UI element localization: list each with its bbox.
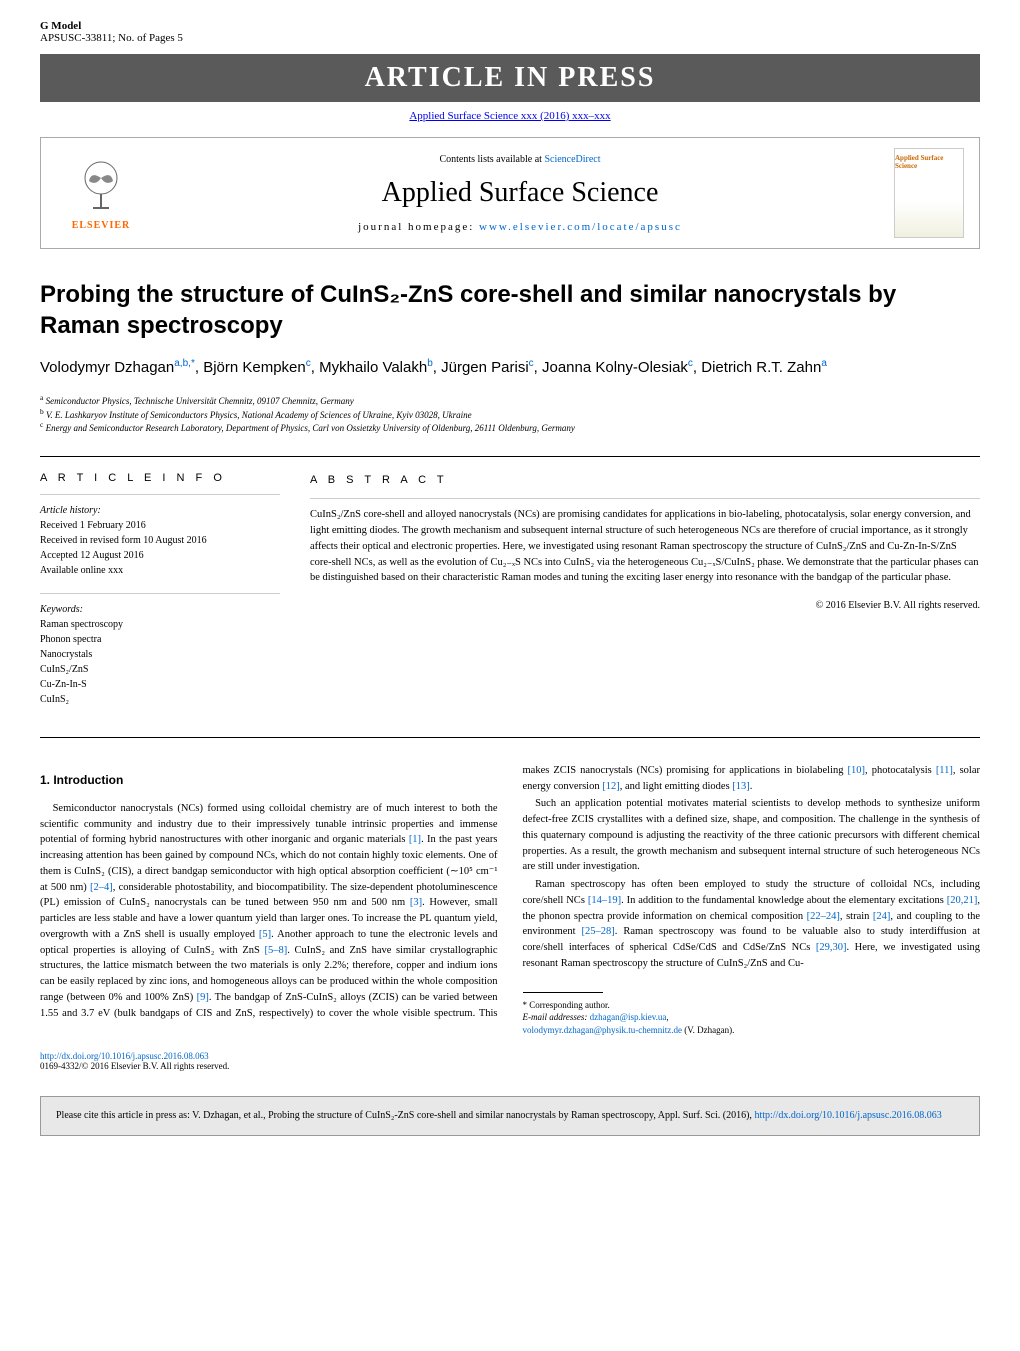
affiliations: a Semiconductor Physics, Technische Univ… — [40, 395, 980, 436]
ref-link[interactable]: [13] — [732, 781, 750, 792]
keyword: Cu-Zn-In-S — [40, 677, 280, 692]
abstract-text: CuInS₂/ZnS core-shell and alloyed nanocr… — [310, 507, 980, 586]
journal-ref-link[interactable]: Applied Surface Science xxx (2016) xxx–x… — [409, 110, 610, 122]
info-heading: a r t i c l e i n f o — [40, 472, 280, 484]
author: Björn Kempkenc — [203, 359, 311, 376]
footnote-separator — [523, 992, 603, 993]
history-label: Article history: — [40, 503, 280, 518]
ref-link[interactable]: [12] — [602, 781, 620, 792]
doi-block: http://dx.doi.org/10.1016/j.apsusc.2016.… — [40, 1051, 980, 1071]
g-model-label: G Model — [40, 20, 183, 32]
elsevier-name: ELSEVIER — [72, 220, 131, 231]
journal-header-box: ELSEVIER Contents lists available at Sci… — [40, 137, 980, 249]
cite-text: Please cite this article in press as: V.… — [56, 1110, 754, 1121]
ref-link[interactable]: [22–24] — [807, 911, 840, 922]
section-1-heading: 1. Introduction — [40, 771, 498, 789]
journal-title: Applied Surface Science — [146, 177, 894, 209]
para-4: Raman spectroscopy has often been employ… — [523, 877, 981, 972]
ref-link[interactable]: [20,21] — [947, 895, 978, 906]
author: Joanna Kolny-Olesiakc — [542, 359, 693, 376]
article-info: a r t i c l e i n f o Article history: R… — [40, 472, 280, 722]
keyword: CuInS₂/ZnS — [40, 662, 280, 677]
preprint-header: G Model APSUSC-33811; No. of Pages 5 — [40, 20, 980, 44]
keyword: CuInS₂ — [40, 692, 280, 707]
elsevier-logo: ELSEVIER — [56, 148, 146, 238]
ref-link[interactable]: [9] — [197, 992, 209, 1003]
cite-doi-link[interactable]: http://dx.doi.org/10.1016/j.apsusc.2016.… — [754, 1110, 941, 1121]
ref-link[interactable]: [25–28] — [582, 926, 615, 937]
corresponding-footnote: * Corresponding author. E-mail addresses… — [523, 992, 981, 1037]
journal-homepage: journal homepage: www.elsevier.com/locat… — [146, 221, 894, 233]
ref-link[interactable]: [14–19] — [588, 895, 621, 906]
in-press-banner: ARTICLE IN PRESS — [40, 54, 980, 102]
cite-box: Please cite this article in press as: V.… — [40, 1096, 980, 1136]
article-title: Probing the structure of CuInS₂-ZnS core… — [40, 279, 980, 341]
ref-link[interactable]: [10] — [848, 765, 866, 776]
keywords-block: Keywords: Raman spectroscopy Phonon spec… — [40, 602, 280, 707]
doc-id: APSUSC-33811; No. of Pages 5 — [40, 32, 183, 44]
email-link[interactable]: volodymyr.dzhagan@physik.tu-chemnitz.de — [523, 1025, 683, 1035]
homepage-link[interactable]: www.elsevier.com/locate/apsusc — [479, 221, 682, 233]
email-label: E-mail addresses: — [523, 1012, 590, 1022]
author: Volodymyr Dzhagana,b,* — [40, 359, 195, 376]
ref-link[interactable]: [24] — [873, 911, 891, 922]
ref-link[interactable]: [5–8] — [265, 945, 288, 956]
received: Received 1 February 2016 — [40, 518, 280, 533]
online: Available online xxx — [40, 563, 280, 578]
journal-reference: Applied Surface Science xxx (2016) xxx–x… — [40, 110, 980, 122]
elsevier-tree-icon — [71, 156, 131, 216]
g-model-block: G Model APSUSC-33811; No. of Pages 5 — [40, 20, 183, 44]
author: Jürgen Parisic — [441, 359, 534, 376]
para-3: Such an application potential motivates … — [523, 796, 981, 875]
journal-cover-thumb: Applied Surface Science — [894, 148, 964, 238]
contents-line: Contents lists available at ScienceDirec… — [146, 154, 894, 165]
journal-center: Contents lists available at ScienceDirec… — [146, 154, 894, 233]
ref-link[interactable]: [29,30] — [816, 942, 847, 953]
author: Dietrich R.T. Zahna — [701, 359, 827, 376]
keyword: Raman spectroscopy — [40, 617, 280, 632]
ref-link[interactable]: [11] — [936, 765, 953, 776]
abstract-heading: a b s t r a c t — [310, 472, 980, 489]
email-link[interactable]: dzhagan@isp.kiev.ua — [590, 1012, 667, 1022]
ref-link[interactable]: [5] — [259, 929, 271, 940]
homepage-label: journal homepage: — [358, 221, 479, 233]
info-abstract-row: a r t i c l e i n f o Article history: R… — [40, 456, 980, 738]
contents-text: Contents lists available at — [439, 154, 544, 165]
history-block: Article history: Received 1 February 201… — [40, 503, 280, 578]
abstract: a b s t r a c t CuInS₂/ZnS core-shell an… — [310, 472, 980, 722]
authors-list: Volodymyr Dzhagana,b,*, Björn Kempkenc, … — [40, 356, 980, 380]
keyword: Phonon spectra — [40, 632, 280, 647]
doi-link[interactable]: http://dx.doi.org/10.1016/j.apsusc.2016.… — [40, 1051, 209, 1061]
keywords-label: Keywords: — [40, 602, 280, 617]
issn-line: 0169-4332/© 2016 Elsevier B.V. All right… — [40, 1061, 980, 1071]
accepted: Accepted 12 August 2016 — [40, 548, 280, 563]
ref-link[interactable]: [3] — [410, 897, 422, 908]
divider — [40, 593, 280, 594]
email-name: (V. Dzhagan). — [682, 1025, 734, 1035]
corr-author: * Corresponding author. — [523, 999, 981, 1012]
author: Mykhailo Valakhb — [319, 359, 433, 376]
cover-label: Applied Surface Science — [895, 155, 959, 170]
ref-link[interactable]: [1] — [409, 834, 421, 845]
ref-link[interactable]: [2–4] — [90, 882, 113, 893]
body-columns: 1. Introduction Semiconductor nanocrysta… — [40, 763, 980, 1037]
divider — [310, 498, 980, 499]
keyword: Nanocrystals — [40, 647, 280, 662]
sciencedirect-link[interactable]: ScienceDirect — [544, 154, 600, 165]
divider — [40, 494, 280, 495]
copyright: © 2016 Elsevier B.V. All rights reserved… — [310, 598, 980, 613]
revised: Received in revised form 10 August 2016 — [40, 533, 280, 548]
